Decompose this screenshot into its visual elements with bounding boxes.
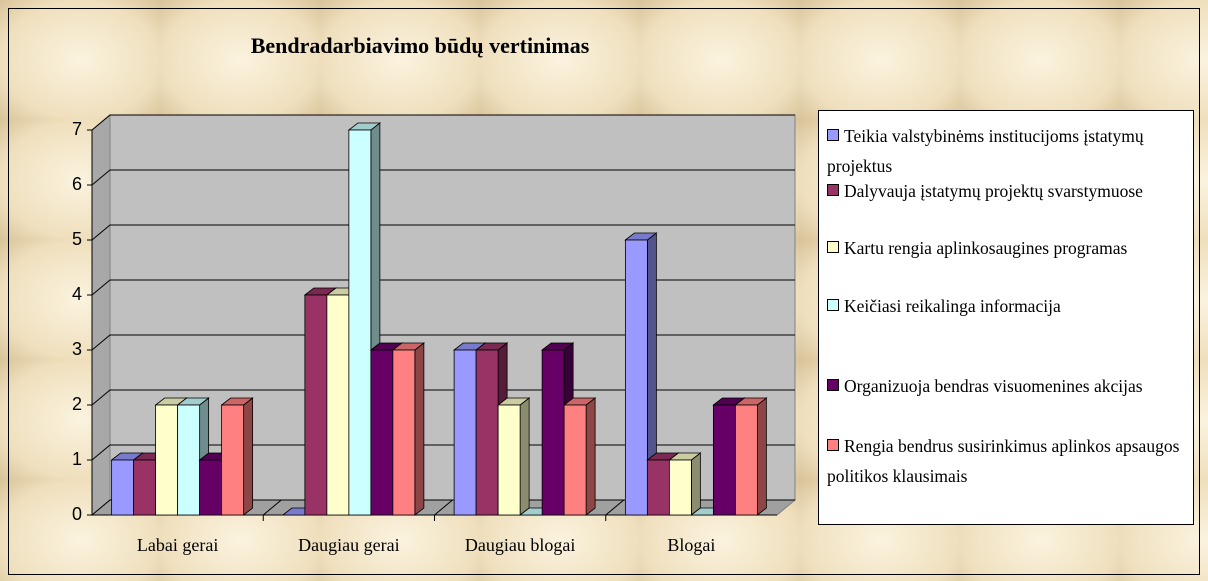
grid-line [91,169,795,186]
bar [177,404,201,516]
floor-divider [262,499,282,516]
bar [304,294,328,516]
y-tick-label: 1 [72,449,82,469]
grid-line [91,224,795,241]
legend-swatch [827,241,839,253]
bar [497,404,521,516]
legend-item: Organizuoja bendras visuomenines akcijas [827,371,1189,401]
grid-line [91,334,795,351]
bar [221,404,245,516]
bar-side [756,397,767,516]
y-tick-label: 3 [72,339,82,359]
floor-divider [605,499,625,516]
bar [155,404,179,516]
bar [734,404,758,516]
bar [541,349,565,516]
floor-divider [434,499,453,516]
bar [111,459,135,516]
x-tick-label: Daugiau gerai [298,535,399,555]
y-tick-label: 4 [72,284,82,304]
chart-title: Bendradarbiavimo būdų vertinimas [251,33,590,58]
legend-label: Organizuoja bendras visuomenines akcijas [844,376,1143,396]
bar [646,459,670,516]
legend-item: Rengia bendrus susirinkimus aplinkos aps… [827,431,1189,491]
grid-line [91,279,795,296]
y-tick-label: 5 [72,229,82,249]
legend-label: Teikia valstybinėms institucijoms įstaty… [827,126,1144,176]
legend-swatch [827,439,839,451]
bar [624,239,648,516]
bar-side [519,397,530,516]
bar [453,349,477,516]
back-wall [109,114,796,501]
legend-item: Kartu rengia aplinkosaugines programas [827,233,1189,263]
x-tick-label: Daugiau blogai [465,535,575,555]
plot-area: 0 1 2 3 4 5 6 7 Labai gerai Daugiau gerai Daugiau … [72,113,797,555]
legend-swatch [827,299,839,311]
bar [133,459,157,516]
chart-border [8,8,1200,575]
y-tick-label: 2 [72,394,82,414]
bar [668,459,692,516]
y-tick-label: 7 [72,119,82,139]
grid-line [91,114,795,131]
bar [348,129,372,516]
legend-label: Dalyvauja įstatymų projektų svarstymuose [844,181,1143,201]
legend-swatch [827,184,839,196]
legend-swatch [827,379,839,391]
legend-item: Keičiasi reikalinga informacija [827,291,1189,321]
legend-item: Teikia valstybinėms institucijoms įstaty… [827,121,1189,181]
bar-side [585,397,596,516]
bar [392,349,416,516]
bar-side [414,342,425,516]
legend-item: Dalyvauja įstatymų projektų svarstymuose [827,176,1189,206]
bar [712,404,736,516]
legend-label: Rengia bendrus susirinkimus aplinkos aps… [827,436,1180,486]
legend-label: Keičiasi reikalinga informacija [844,296,1061,316]
side-wall [91,113,111,517]
bar [326,294,350,516]
legend-swatch [827,129,839,141]
legend: Teikia valstybinėms institucijoms įstaty… [818,110,1194,525]
bar [563,404,587,516]
y-tick-label: 6 [72,174,82,194]
x-tick-label: Labai gerai [137,535,218,555]
x-tick-label: Blogai [667,535,715,555]
y-tick-label: 0 [72,504,82,524]
bar-side [243,397,254,516]
bar-side [690,452,701,516]
bar [370,349,394,516]
bar [199,459,223,516]
legend-label: Kartu rengia aplinkosaugines programas [844,238,1128,258]
bar [475,349,499,516]
